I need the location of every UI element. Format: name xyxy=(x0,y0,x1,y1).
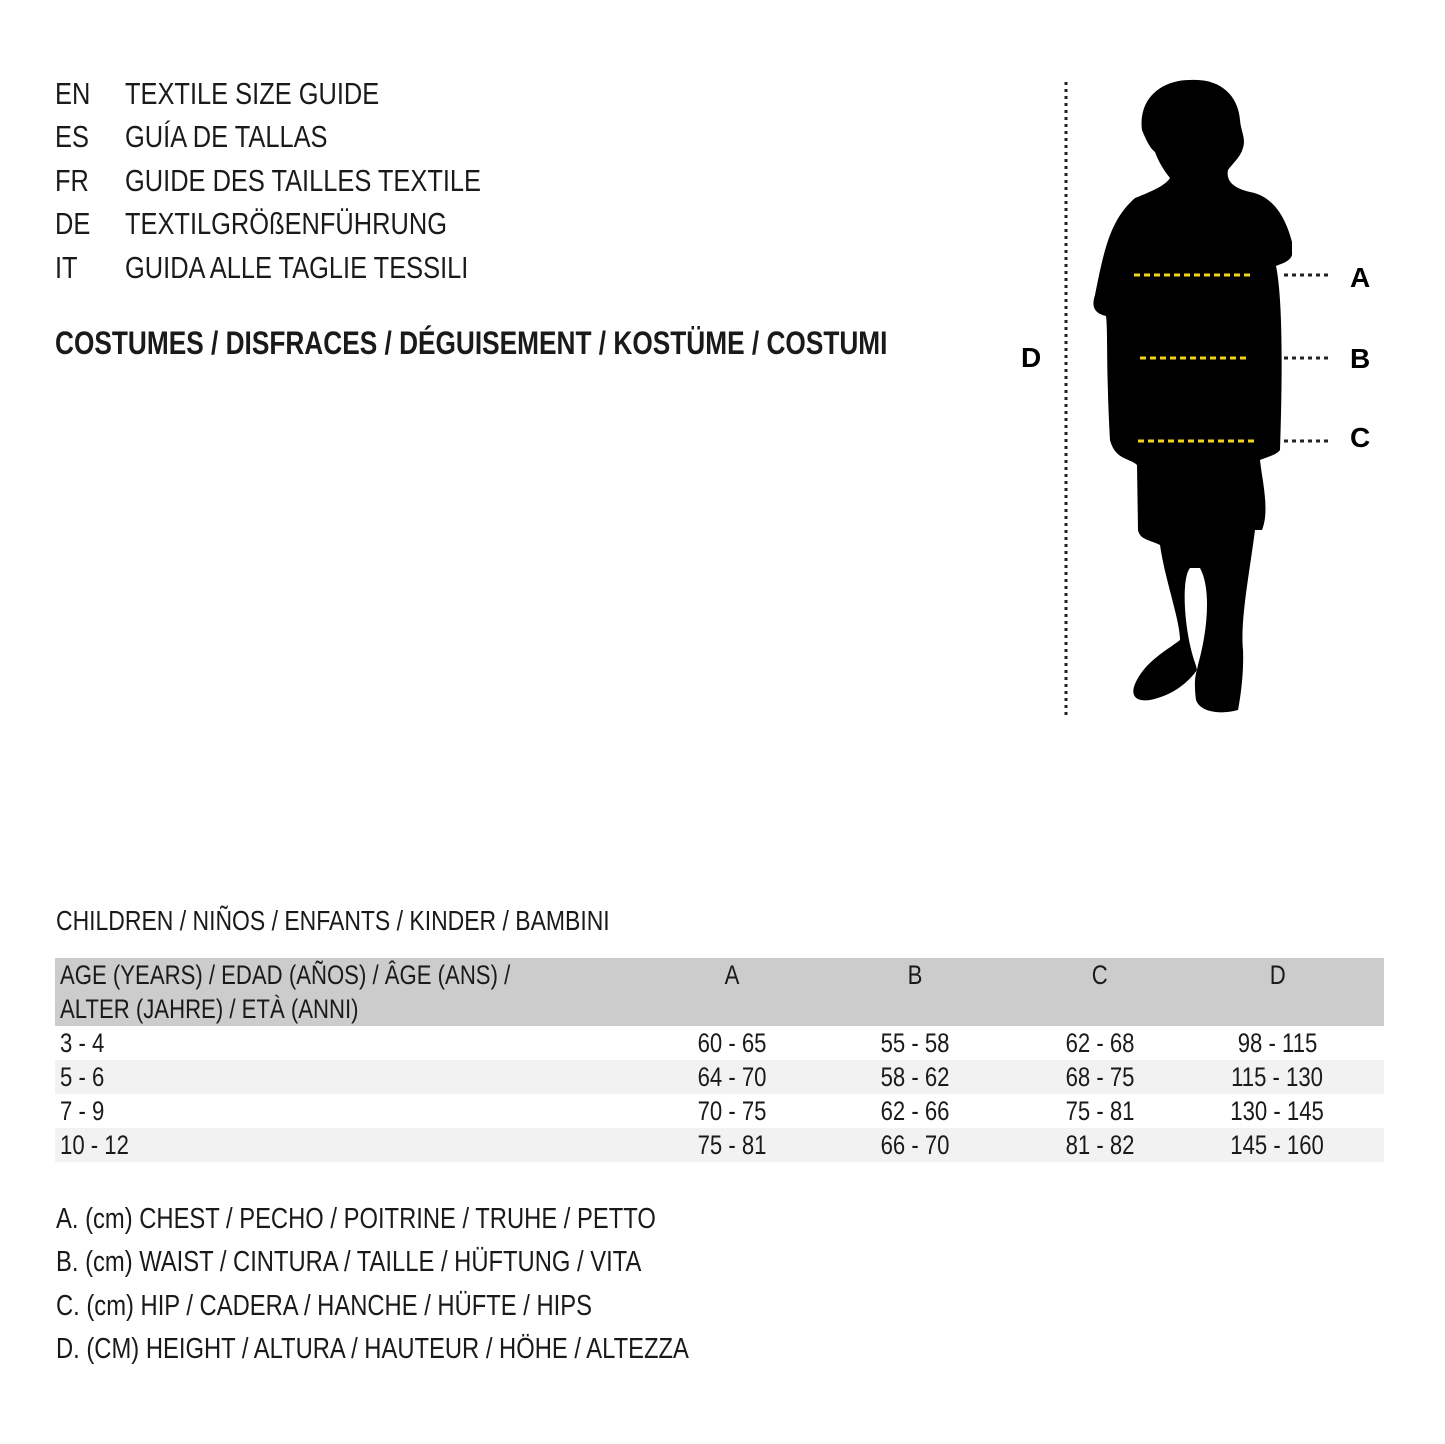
chest-cell: 70 - 75 xyxy=(698,1096,767,1126)
legend-b: B. (cm) WAIST / CINTURA / TAILLE / HÜFTU… xyxy=(56,1246,642,1278)
table-row: 10 - 12 75 - 81 66 - 70 81 - 82 145 - 160 xyxy=(55,1128,1384,1162)
col-b-header: B xyxy=(907,960,923,990)
col-c-header: C xyxy=(1092,960,1108,990)
child-silhouette-figure: A B C D xyxy=(1021,79,1370,715)
waist-cell: 58 - 62 xyxy=(880,1062,950,1092)
group-heading: CHILDREN / NIÑOS / ENFANTS / KINDER / BA… xyxy=(56,905,610,936)
age-cell: 3 - 4 xyxy=(60,1028,105,1058)
height-cell: 115 - 130 xyxy=(1231,1062,1324,1092)
waist-cell: 55 - 58 xyxy=(880,1028,950,1058)
legend-a: A. (cm) CHEST / PECHO / POITRINE / TRUHE… xyxy=(56,1203,656,1235)
height-cell: 98 - 115 xyxy=(1237,1028,1318,1058)
col-d-header: D xyxy=(1269,960,1286,990)
chest-cell: 75 - 81 xyxy=(698,1130,767,1160)
label-a: A xyxy=(1350,262,1370,293)
hip-cell: 62 - 68 xyxy=(1065,1028,1135,1058)
height-cell: 145 - 160 xyxy=(1230,1130,1325,1160)
chest-cell: 60 - 65 xyxy=(698,1028,767,1058)
table-row: 5 - 6 64 - 70 58 - 62 68 - 75 115 - 130 xyxy=(55,1060,1384,1094)
age-header: AGE (YEARS) / EDAD (AÑOS) / ÂGE (ANS) / A… xyxy=(60,960,511,1024)
leg-gap xyxy=(1184,568,1208,668)
age-cell: 10 - 12 xyxy=(60,1130,129,1160)
hip-cell: 75 - 81 xyxy=(1065,1096,1135,1126)
age-cell: 7 - 9 xyxy=(60,1096,105,1126)
col-a-header: A xyxy=(725,960,740,990)
legend-c: C. (cm) HIP / CADERA / HANCHE / HÜFTE / … xyxy=(56,1290,592,1322)
waist-cell: 62 - 66 xyxy=(880,1096,950,1126)
label-b: B xyxy=(1350,343,1370,374)
chest-cell: 64 - 70 xyxy=(698,1062,767,1092)
category-heading: COSTUMES / DISFRACES / DÉGUISEMENT / KOS… xyxy=(55,325,888,361)
waist-cell: 66 - 70 xyxy=(880,1130,950,1160)
height-cell: 130 - 145 xyxy=(1230,1096,1325,1126)
age-cell: 5 - 6 xyxy=(60,1062,105,1092)
legend-d: D. (CM) HEIGHT / ALTURA / HAUTEUR / HÖHE… xyxy=(56,1333,689,1365)
hip-cell: 81 - 82 xyxy=(1065,1130,1135,1160)
label-c: C xyxy=(1350,422,1370,453)
table-row: 3 - 4 60 - 65 55 - 58 62 - 68 98 - 115 xyxy=(55,1026,1384,1060)
hip-cell: 68 - 75 xyxy=(1065,1062,1135,1092)
table-row: 7 - 9 70 - 75 62 - 66 75 - 81 130 - 145 xyxy=(55,1094,1384,1128)
child-silhouette xyxy=(1093,79,1292,713)
table-header-row: AGE (YEARS) / EDAD (AÑOS) / ÂGE (ANS) / A… xyxy=(55,958,1384,1026)
label-d: D xyxy=(1021,342,1041,373)
size-table: AGE (YEARS) / EDAD (AÑOS) / ÂGE (ANS) / A… xyxy=(55,958,1384,1162)
